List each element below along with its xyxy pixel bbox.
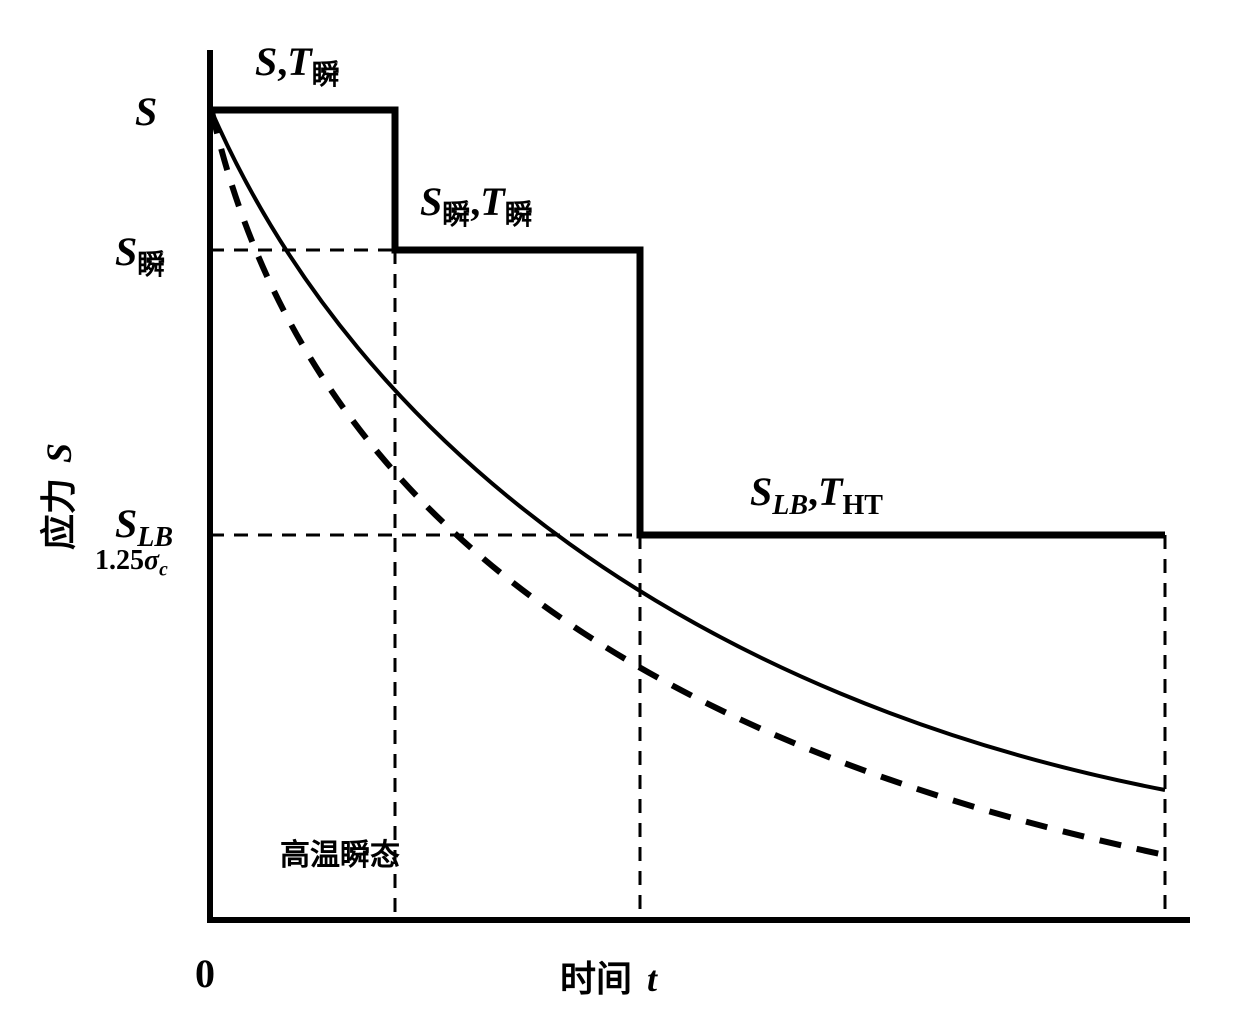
step-envelope	[210, 110, 1165, 535]
stress-time-diagram	[0, 0, 1240, 1022]
tick-S: S	[135, 88, 157, 135]
y-axis-title: 应力 S	[30, 443, 82, 550]
origin-label: 0	[195, 950, 215, 997]
step1-label: S,T瞬	[255, 38, 340, 93]
dashed-decay-curve	[212, 112, 1165, 855]
step3-label: SLB,THT	[750, 468, 883, 522]
tick-Sinst: S瞬	[115, 228, 165, 283]
x-axis-title: 时间 t	[560, 950, 657, 1002]
inside-annotation: 高温瞬态	[280, 830, 400, 874]
step2-label: S瞬,T瞬	[420, 178, 533, 233]
solid-decay-curve	[212, 112, 1165, 790]
tick-sigma: 1.25σc	[95, 545, 168, 582]
